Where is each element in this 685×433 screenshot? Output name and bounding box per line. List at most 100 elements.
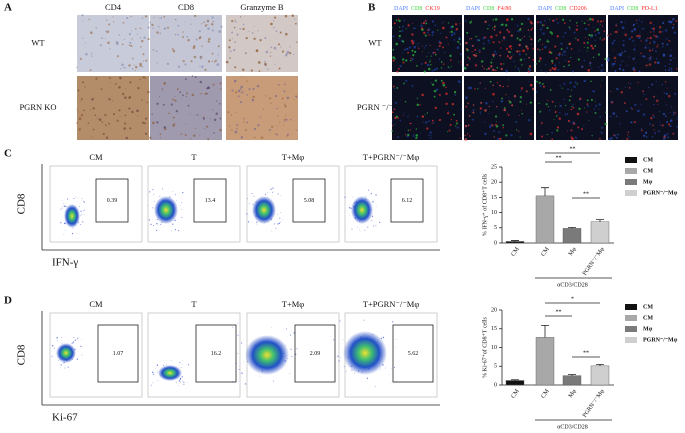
group-label: αCD3/CD28 [557, 282, 587, 288]
texture-dot [675, 20, 678, 23]
texture-dot [590, 35, 593, 38]
texture-dot [391, 27, 393, 29]
texture-dot [275, 49, 277, 51]
texture-dot [569, 81, 572, 84]
texture-dot [296, 348, 298, 350]
texture-dot [379, 369, 381, 371]
column-header: Granzyme B [240, 2, 284, 12]
texture-dot [185, 95, 187, 97]
texture-dot [108, 23, 111, 26]
texture-dot [604, 111, 607, 113]
texture-dot [237, 322, 239, 324]
texture-dot [202, 117, 206, 120]
texture-dot [246, 213, 248, 215]
texture-dot [652, 27, 656, 31]
texture-dot [421, 28, 424, 31]
texture-dot [630, 107, 632, 109]
texture-dot [74, 339, 76, 341]
texture-dot [623, 101, 626, 105]
texture-dot [244, 129, 247, 132]
texture-dot [491, 27, 494, 29]
texture-dot [558, 62, 561, 64]
texture-dot [477, 88, 479, 90]
texture-dot [539, 21, 542, 24]
texture-dot [554, 45, 557, 48]
texture-dot [174, 95, 176, 97]
legend-label: Mφ [643, 326, 653, 332]
texture-dot [503, 108, 507, 112]
texture-dot [274, 63, 276, 65]
texture-dot [626, 64, 628, 67]
texture-dot [212, 84, 215, 86]
texture-dot [518, 28, 522, 31]
texture-dot [176, 88, 179, 91]
texture-dot [128, 44, 131, 47]
texture-dot [651, 49, 654, 52]
texture-dot [654, 61, 657, 64]
texture-dot [412, 23, 414, 25]
texture-dot [234, 130, 238, 134]
texture-dot [594, 30, 596, 32]
texture-dot [457, 80, 461, 83]
texture-dot [146, 205, 148, 206]
column-header: CD8 [178, 2, 194, 12]
texture-dot [590, 44, 593, 48]
legend-swatch [625, 168, 637, 174]
texture-dot [231, 31, 234, 34]
texture-dot [392, 321, 394, 323]
texture-dot [260, 136, 264, 139]
texture-dot [357, 227, 358, 228]
texture-dot [253, 127, 257, 131]
texture-dot [668, 39, 671, 42]
bar [590, 365, 610, 386]
texture-dot [182, 380, 184, 382]
texture-dot [392, 48, 395, 51]
texture-dot [251, 32, 254, 34]
texture-dot [118, 34, 121, 36]
texture-dot [395, 115, 398, 118]
texture-dot [163, 82, 166, 85]
texture-dot [525, 54, 527, 56]
texture-dot [268, 128, 271, 131]
texture-dot [234, 20, 237, 23]
texture-dot [181, 375, 183, 377]
texture-dot [628, 136, 630, 138]
error-bar [596, 363, 604, 366]
texture-dot [589, 64, 591, 66]
texture-dot [469, 21, 472, 24]
texture-dot [83, 109, 85, 112]
texture-dot [498, 137, 501, 140]
texture-dot [270, 46, 273, 49]
texture-dot [124, 96, 127, 99]
texture-dot [280, 221, 281, 223]
density-blob [245, 335, 289, 375]
texture-dot [190, 23, 192, 25]
texture-dot [348, 207, 351, 209]
texture-dot [476, 38, 480, 42]
texture-dot [153, 16, 155, 19]
texture-dot [214, 59, 217, 62]
texture-dot [174, 229, 176, 231]
texture-dot [434, 53, 437, 56]
texture-dot [343, 365, 345, 367]
texture-dot [193, 55, 197, 59]
if-image [464, 15, 534, 72]
texture-dot [65, 205, 67, 208]
texture-dot [520, 22, 524, 26]
texture-dot [394, 58, 396, 60]
texture-dot [431, 119, 434, 122]
texture-dot [211, 29, 214, 32]
texture-dot [433, 95, 436, 98]
texture-dot [519, 70, 521, 72]
texture-dot [141, 65, 144, 68]
texture-dot [446, 112, 450, 115]
texture-dot [100, 88, 103, 91]
texture-dot [119, 68, 122, 70]
texture-dot [675, 67, 678, 70]
texture-dot [160, 17, 163, 19]
texture-dot [577, 58, 580, 61]
texture-dot [291, 356, 293, 358]
ihc-image [150, 76, 222, 140]
y-axis-label: % IFN-γ⁺ of CD8⁺T cells [481, 173, 488, 236]
texture-dot [591, 47, 595, 50]
